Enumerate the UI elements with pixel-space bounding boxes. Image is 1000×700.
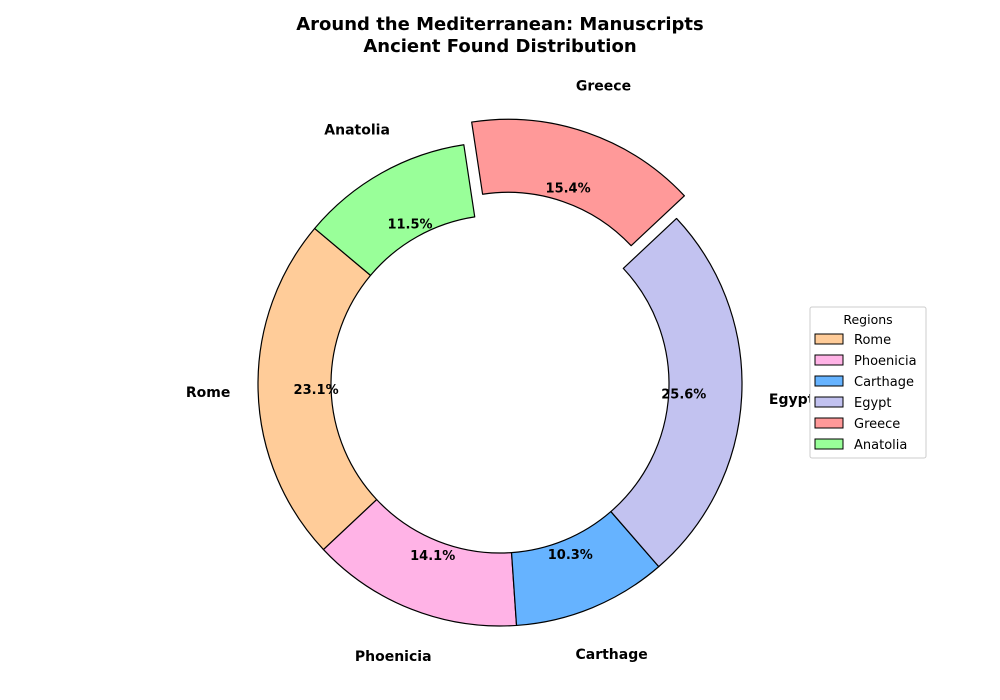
legend: Regions Rome Phoenicia Carthage Egypt Greece…: [809, 306, 927, 459]
legend-swatch-egypt: [814, 396, 844, 408]
percent-label-egypt: 25.6%: [661, 387, 706, 402]
slice-label-rome: Rome: [186, 385, 230, 401]
percent-label-greece: 15.4%: [546, 182, 591, 197]
slice-labels: Rome Phoenicia Carthage Egypt Greece Anatolia: [186, 78, 815, 664]
slice-label-greece: Greece: [576, 78, 631, 94]
legend-swatch-greece: [814, 417, 844, 429]
legend-title: Regions: [843, 312, 892, 327]
chart-title: Around the Mediterranean: Manuscripts An…: [296, 14, 704, 57]
slice-label-egypt: Egypt: [769, 392, 815, 408]
slice-anatolia: [314, 144, 476, 276]
donut-slices: [257, 118, 743, 627]
legend-swatch-anatolia: [814, 438, 844, 450]
legend-label-rome: Rome: [854, 333, 891, 348]
chart-title-line-1: Around the Mediterranean: Manuscripts: [296, 14, 704, 35]
legend-label-anatolia: Anatolia: [854, 438, 907, 453]
slice-label-carthage: Carthage: [575, 647, 647, 663]
percent-label-carthage: 10.3%: [548, 548, 593, 563]
slice-greece: [471, 118, 685, 247]
percent-labels: 23.1% 14.1% 10.3% 25.6% 15.4% 11.5%: [294, 182, 707, 565]
legend-label-phoenicia: Phoenicia: [854, 354, 917, 369]
slice-rome: [257, 227, 378, 551]
legend-items: Rome Phoenicia Carthage Egypt Greece Anatolia: [814, 333, 917, 453]
percent-label-anatolia: 11.5%: [387, 218, 432, 233]
percent-label-phoenicia: 14.1%: [410, 549, 455, 564]
slice-egypt: [610, 217, 743, 568]
legend-label-carthage: Carthage: [854, 375, 914, 390]
legend-label-egypt: Egypt: [854, 396, 892, 411]
legend-swatch-carthage: [814, 375, 844, 387]
legend-swatch-rome: [814, 333, 844, 345]
percent-label-rome: 23.1%: [294, 383, 339, 398]
legend-swatch-phoenicia: [814, 354, 844, 366]
legend-label-greece: Greece: [854, 417, 900, 432]
slice-label-anatolia: Anatolia: [324, 122, 390, 138]
chart-title-line-2: Ancient Found Distribution: [363, 36, 636, 57]
slice-label-phoenicia: Phoenicia: [355, 649, 432, 665]
